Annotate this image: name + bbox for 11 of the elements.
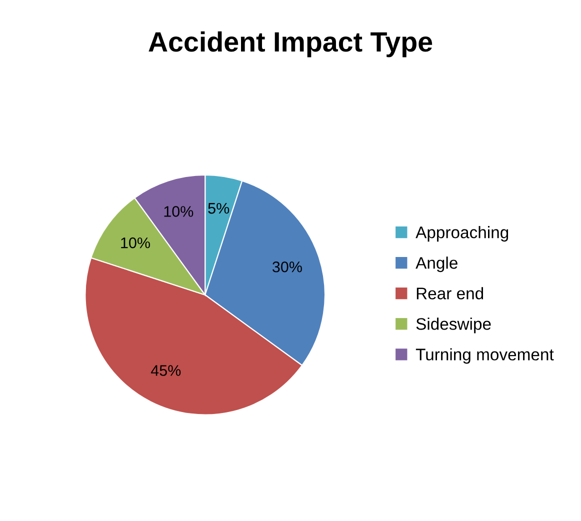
data-label: 30% <box>272 261 302 272</box>
legend-label: Sideswipe <box>416 318 491 334</box>
chart-title: Accident Impact Type <box>148 31 432 58</box>
data-label: 10% <box>164 206 194 217</box>
legend-label: Rear end <box>416 287 484 300</box>
data-label: 5% <box>208 202 230 214</box>
data-label: 45% <box>150 365 181 376</box>
legend-label: Turning movement <box>416 348 554 364</box>
data-label: 10% <box>121 237 150 248</box>
legend-label: Angle <box>416 256 458 272</box>
legend-label: Approaching <box>416 226 508 242</box>
